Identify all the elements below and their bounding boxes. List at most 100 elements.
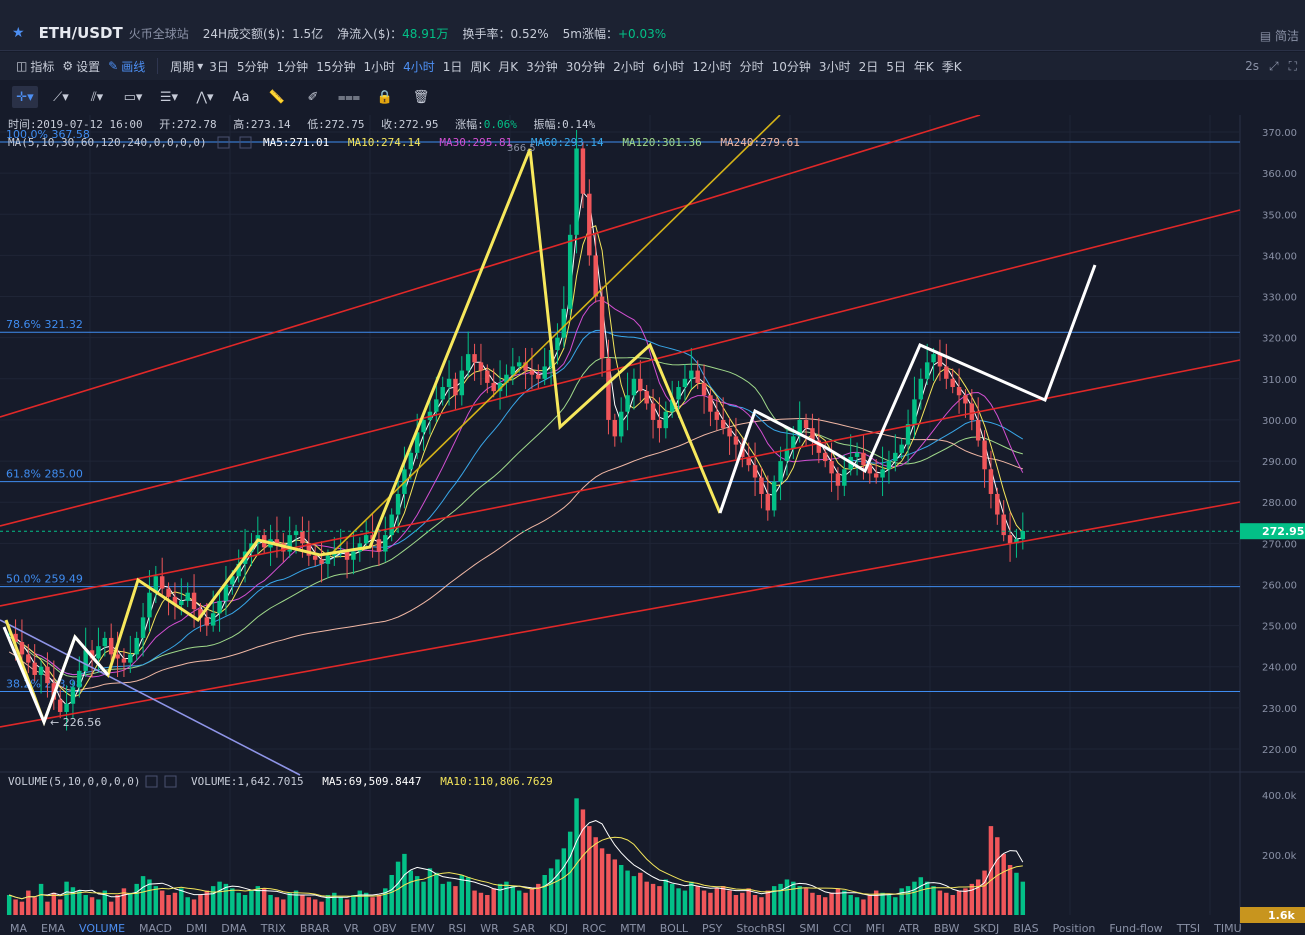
refresh-interval[interactable]: 2s [1245,58,1259,73]
favorite-star-icon[interactable]: ★ [12,25,25,41]
trend-line-3[interactable] [0,501,1241,728]
indicator-tab-macd[interactable]: MACD [139,922,173,935]
indicator-tab-volume[interactable]: VOLUME [78,922,126,935]
period-6[interactable]: 1日 [442,59,463,74]
indicator-tab-brar[interactable]: BRAR [299,922,330,935]
indicator-tab-ttsi[interactable]: TTSI [1176,922,1201,935]
volume-close-icon[interactable] [164,775,177,788]
period-5[interactable]: 4小时 [403,59,435,74]
wave-tool-icon[interactable]: ⋀▾ [196,89,214,105]
indicator-tab-rsi[interactable]: RSI [448,922,467,935]
period-11[interactable]: 2小时 [613,59,645,74]
ma-close-icon[interactable] [239,136,252,149]
trend-line-1[interactable] [0,209,1241,527]
simple-mode-toggle[interactable]: ▤ 简洁 [1260,27,1299,44]
period-2[interactable]: 1分钟 [276,59,309,74]
candle-body [657,419,662,429]
indicator-tab-smi[interactable]: SMI [799,922,820,935]
period-12[interactable]: 6小时 [652,59,685,74]
volume-bar [446,881,452,915]
indicator-tab-obv[interactable]: OBV [373,922,397,935]
lock-tool-icon[interactable]: 🔒 [376,89,394,105]
trend-line-2[interactable] [0,359,1241,607]
period-3[interactable]: 15分钟 [316,59,356,74]
fibonacci-tool-icon[interactable]: ☰▾ [159,89,179,105]
grid [0,115,1240,915]
draw-line-button[interactable]: ✎ 画线 [108,58,145,75]
white-wave-projection[interactable] [718,264,1097,514]
trend-line-5[interactable] [0,619,301,776]
volume-bar [172,892,178,915]
indicator-tab-stochrsi[interactable]: StochRSI [736,922,786,935]
indicator-tab-trix[interactable]: TRIX [260,922,286,935]
trend-line-0[interactable] [0,115,981,418]
indicator-tab-emv[interactable]: EMV [410,922,435,935]
magnet-tool-icon[interactable]: ⩶ [337,89,361,105]
indicator-tab-skdj[interactable]: SKDJ [973,922,1000,935]
period-8[interactable]: 月K [498,59,519,74]
period-20[interactable]: 季K [941,59,962,74]
period-13[interactable]: 12小时 [692,59,732,74]
wave-drawings[interactable] [2,148,1097,727]
period-19[interactable]: 年K [913,59,934,74]
indicator-tab-bbw[interactable]: BBW [933,922,960,935]
candle-body [695,370,700,383]
volume-bar [663,879,669,915]
price-tick: 370.00 [1262,128,1297,139]
indicator-tab-kdj[interactable]: KDJ [549,922,569,935]
indicator-tab-ema[interactable]: EMA [41,922,65,935]
volume-bar [210,886,216,915]
price-chart[interactable]: 100.0% 367.58 78.6% 321.32 61.8% 285.00 50.… [0,115,1305,933]
trend-line-4[interactable] [329,115,781,556]
ruler-tool-icon[interactable]: 📏 [268,89,286,105]
trading-pair[interactable]: ETH/USDT [38,24,123,42]
white-wave-early[interactable] [2,626,110,727]
period-16[interactable]: 3小时 [818,59,851,74]
period-15[interactable]: 10分钟 [771,59,811,74]
indicator-tab-vr[interactable]: VR [343,922,359,935]
indicator-tab-bias[interactable]: BIAS [1013,922,1039,935]
expand-icon[interactable]: ⛶ [1288,58,1297,73]
trend-lines[interactable] [0,115,1241,776]
period-9[interactable]: 3分钟 [526,59,558,74]
trend-line-tool-icon[interactable]: ⟋▾ [53,89,69,105]
period-17[interactable]: 2日 [858,59,879,74]
settings-button[interactable]: ⚙ 设置 [62,58,100,75]
parallel-channel-tool-icon[interactable]: ⫽▾ [90,89,104,105]
volume-settings-icon[interactable] [145,775,158,788]
text-tool-icon[interactable]: Aa [232,89,250,105]
indicator-tab-wr[interactable]: WR [480,922,499,935]
period-dropdown[interactable]: 周期 ▾ [170,58,203,75]
indicator-tab-ma[interactable]: MA [10,922,28,935]
indicator-tab-atr[interactable]: ATR [898,922,920,935]
indicator-tab-timu[interactable]: TIMU [1214,922,1242,935]
indicator-tab-psy[interactable]: PSY [702,922,723,935]
period-0[interactable]: 3日 [209,59,229,74]
crosshair-tool-icon[interactable]: ✛▾ [12,86,38,108]
period-4[interactable]: 1小时 [363,59,396,74]
indicator-tab-dma[interactable]: DMA [221,922,247,935]
indicator-tab-fund-flow[interactable]: Fund-flow [1109,922,1163,935]
indicator-tab-mfi[interactable]: MFI [865,922,885,935]
period-1[interactable]: 5分钟 [236,59,269,74]
indicator-tab-sar[interactable]: SAR [512,922,536,935]
indicator-tab-boll[interactable]: BOLL [659,922,689,935]
volume-bar [529,888,535,915]
trash-icon[interactable]: 🗑 [412,89,430,105]
period-7[interactable]: 周K [470,59,491,74]
indicator-tab-dmi[interactable]: DMI [186,922,208,935]
candle-body [746,456,751,466]
brush-tool-icon[interactable]: ✐ [307,89,319,105]
indicator-button[interactable]: ◫ 指标 [16,58,54,75]
indicator-tab-mtm[interactable]: MTM [620,922,646,935]
indicator-tab-position[interactable]: Position [1052,922,1096,935]
indicator-tab-cci[interactable]: CCI [833,922,852,935]
rectangle-tool-icon[interactable]: ▭▾ [123,89,143,105]
fullscreen-icon[interactable]: ⤢ [1268,58,1279,73]
period-18[interactable]: 5日 [886,59,906,74]
fibonacci-levels[interactable]: 100.0% 367.58 78.6% 321.32 61.8% 285.00 50.… [0,128,1240,692]
ma-settings-icon[interactable] [217,136,230,149]
period-10[interactable]: 30分钟 [565,59,606,74]
indicator-tab-roc[interactable]: ROC [582,922,607,935]
period-14[interactable]: 分时 [739,59,764,74]
